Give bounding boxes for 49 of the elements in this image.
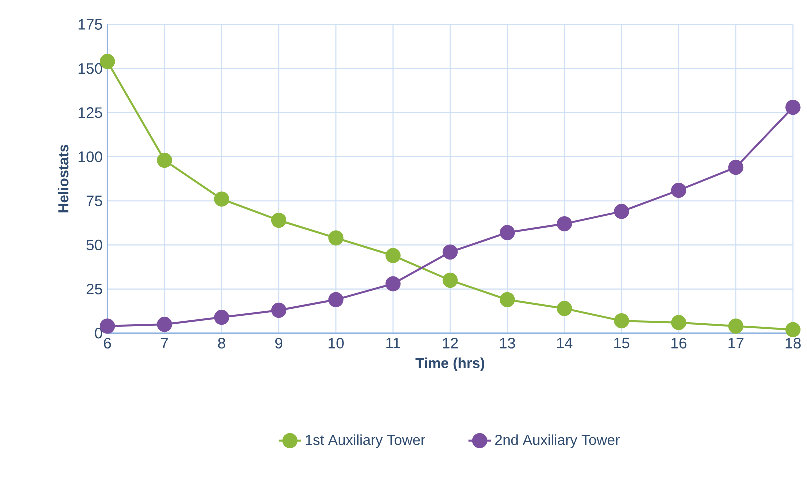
y-tick-label: 150 [78, 63, 102, 74]
x-tick-label: 15 [614, 338, 630, 348]
point [271, 212, 287, 228]
x-tick-label: 16 [672, 338, 687, 349]
point [500, 225, 516, 240]
point [728, 160, 744, 175]
x-tick-label: 11 [386, 338, 400, 348]
y-tick-label: 100 [78, 151, 102, 162]
x-tick-label: 6 [104, 338, 112, 349]
x-tick-label: 12 [443, 338, 458, 348]
point [157, 152, 172, 168]
point [557, 216, 572, 232]
point [271, 302, 287, 318]
point [614, 204, 630, 220]
point [214, 192, 230, 207]
x-tick-label: 9 [276, 338, 283, 349]
point [500, 292, 516, 308]
point [671, 315, 686, 330]
y-tick-label: 0 [95, 328, 102, 339]
x-tick-label: 8 [218, 338, 226, 349]
y-tick-label: 125 [78, 107, 102, 118]
point [157, 316, 172, 332]
point [614, 313, 630, 328]
point [786, 322, 801, 338]
y-tick-label: 175 [78, 19, 102, 30]
point [442, 272, 458, 288]
x-tick-label: 18 [786, 338, 801, 349]
point [557, 300, 572, 316]
x-axis-title: Time (hrs) [416, 358, 485, 372]
y-tick-label: 75 [86, 196, 102, 206]
legend-label: 2nd Auxiliary Tower [496, 434, 620, 448]
point [728, 318, 744, 334]
point [671, 182, 686, 198]
x-tick-label: 7 [161, 338, 168, 348]
point [328, 292, 344, 308]
point [328, 230, 344, 246]
y-axis-title: Heliostats [58, 144, 69, 212]
y-tick-label: 50 [86, 240, 102, 250]
x-tick-label: 10 [328, 338, 344, 349]
point [442, 244, 458, 260]
y-tick-label: 25 [86, 284, 102, 294]
x-tick-label: 14 [557, 338, 573, 348]
x-tick-label: 13 [500, 338, 516, 349]
point [386, 276, 401, 292]
point [786, 100, 801, 115]
x-tick-label: 17 [728, 338, 744, 348]
legend-label: 1st Auxiliary Tower [306, 434, 426, 448]
point [214, 310, 230, 325]
point [386, 248, 401, 264]
